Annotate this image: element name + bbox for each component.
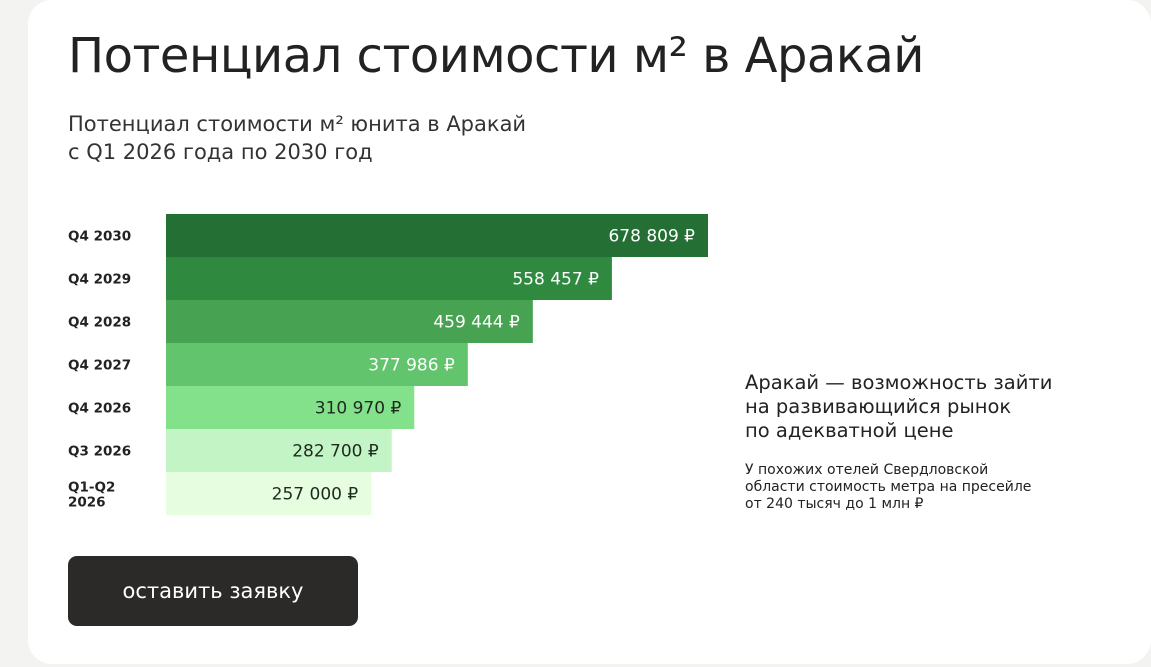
side-heading-line-3: по адекватной цене	[745, 419, 954, 442]
side-description-line-3: от 240 тысяч до 1 млн ₽	[745, 496, 924, 512]
bar-q3-2026	[166, 429, 392, 472]
category-label-q1-q2-2026: Q1-Q2 2026	[68, 480, 115, 511]
side-description: У похожих отелей Свердловской области ст…	[745, 462, 1125, 513]
bar-value-label-q4-2028: 459 444 ₽	[433, 313, 520, 333]
category-label-q4-2029: Q4 2029	[68, 272, 131, 288]
side-heading-line-2: на развивающийся рынок	[745, 395, 1012, 418]
bar-value-label-q3-2026: 282 700 ₽	[292, 442, 379, 462]
side-description-line-2: области стоимость метра на пресейле	[745, 479, 1032, 495]
page-title: Потенциал стоимости м² в Аракай	[68, 28, 924, 84]
category-label-q4-2027: Q4 2027	[68, 358, 131, 374]
bar-value-label-q4-2030: 678 809 ₽	[608, 227, 695, 247]
bar-q1-q2-2026	[166, 472, 372, 515]
category-label-q3-2026: Q3 2026	[68, 444, 131, 460]
bar-q4-2030	[166, 214, 708, 257]
side-heading-line-1: Аракай — возможность зайти	[745, 371, 1053, 394]
bar-q4-2028	[166, 300, 533, 343]
side-description-line-1: У похожих отелей Свердловской	[745, 462, 989, 478]
chart-subtitle: Потенциал стоимости м² юнита в Аракай с …	[68, 110, 628, 166]
bar-q4-2029	[166, 257, 612, 300]
category-label-q4-2028: Q4 2028	[68, 315, 131, 331]
bar-value-label-q4-2026: 310 970 ₽	[315, 399, 402, 419]
bar-value-label-q4-2027: 377 986 ₽	[368, 356, 455, 376]
category-label-q4-2030: Q4 2030	[68, 229, 131, 245]
leave-request-button[interactable]: оставить заявку	[68, 556, 358, 626]
chart-subtitle-line-2: с Q1 2026 года по 2030 год	[68, 140, 373, 164]
category-label-q4-2026: Q4 2026	[68, 401, 131, 417]
bar-q4-2027	[166, 343, 468, 386]
side-heading: Аракай — возможность зайти на развивающи…	[745, 371, 1125, 443]
bar-value-label-q1-q2-2026: 257 000 ₽	[272, 485, 359, 505]
bar-q4-2026	[166, 386, 415, 429]
chart-subtitle-line-1: Потенциал стоимости м² юнита в Аракай	[68, 112, 527, 136]
bar-value-label-q4-2029: 558 457 ₽	[512, 270, 599, 290]
